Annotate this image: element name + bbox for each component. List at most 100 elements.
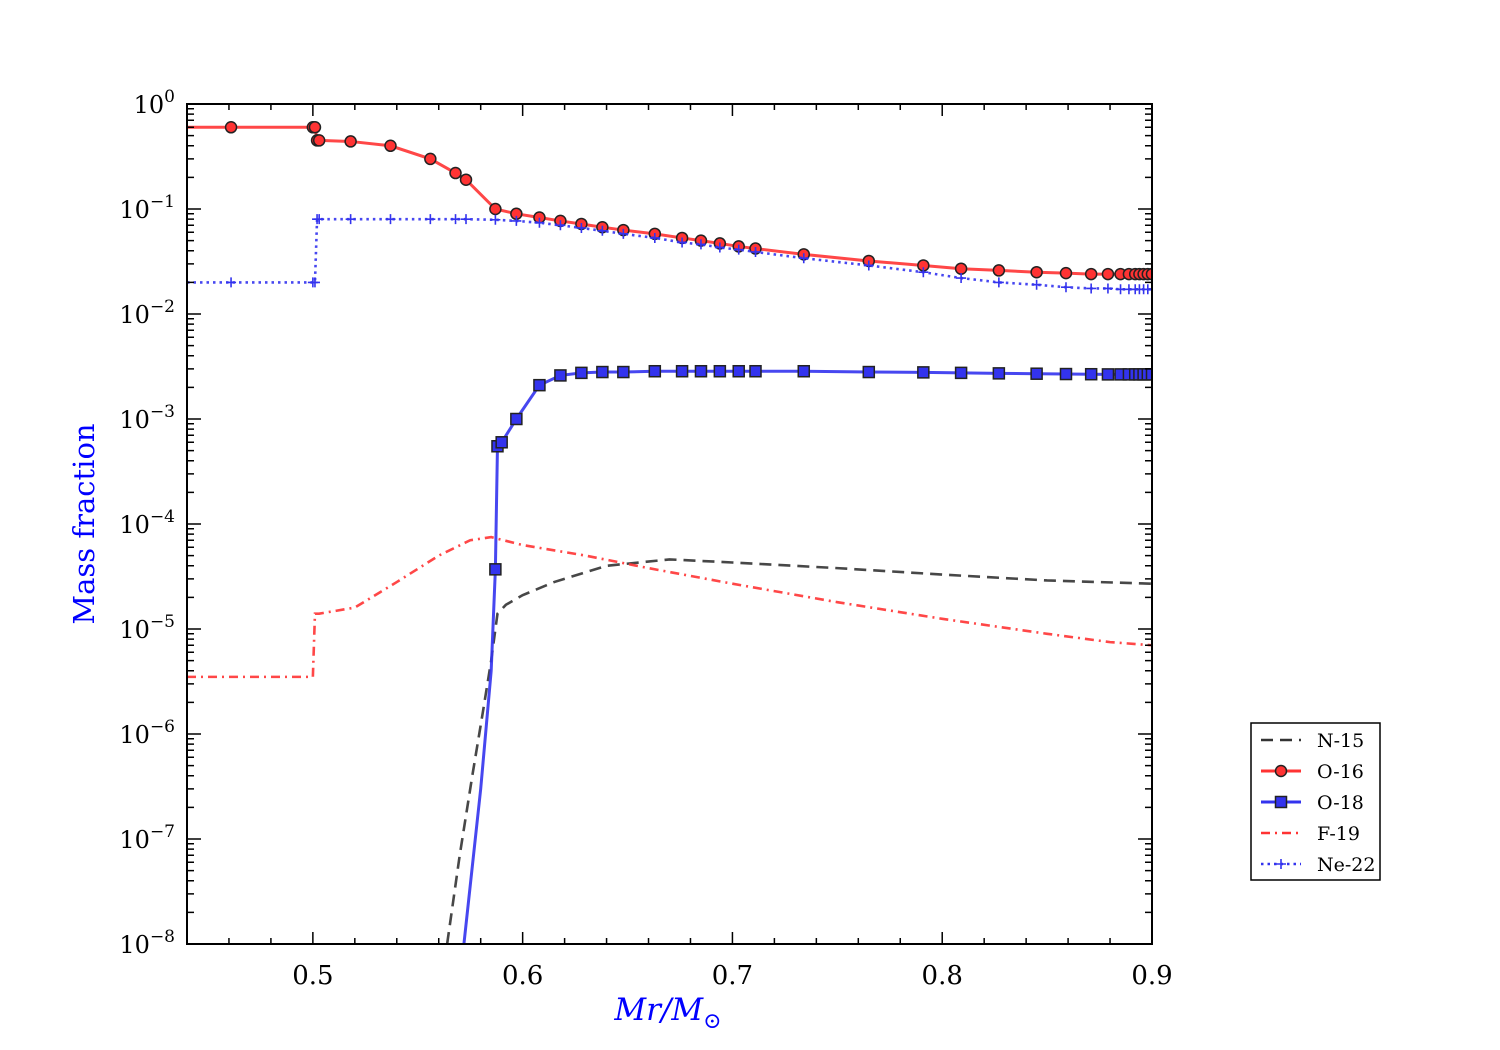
y-tick-label: 100 bbox=[134, 87, 175, 119]
series-line-o-16 bbox=[187, 125, 1152, 276]
plot-frame bbox=[186, 103, 1153, 945]
plot-series bbox=[187, 121, 1152, 944]
data-point-ne-22 bbox=[1102, 283, 1113, 294]
y-tick-label: 10−8 bbox=[119, 927, 175, 959]
data-point-o-16 bbox=[312, 134, 326, 147]
x-tick-label: 0.7 bbox=[712, 961, 753, 991]
data-point-o-16 bbox=[1030, 265, 1043, 279]
data-point-ne-22 bbox=[750, 246, 761, 257]
legend-marker-ne-22 bbox=[1276, 859, 1286, 869]
data-point-o-18 bbox=[554, 369, 567, 382]
data-point-o-16 bbox=[424, 152, 437, 166]
data-point-ne-22 bbox=[461, 214, 472, 225]
legend-label-n-15: N-15 bbox=[1317, 730, 1364, 752]
data-point-o-16 bbox=[1101, 267, 1115, 281]
x-tick-label: 0.5 bbox=[292, 961, 333, 991]
data-point-o-16 bbox=[1145, 267, 1152, 281]
axis-ticks bbox=[186, 103, 1153, 945]
data-point-ne-22 bbox=[1031, 279, 1042, 290]
data-point-ne-22 bbox=[385, 214, 396, 225]
x-axis-title: Mr/M⊙ bbox=[613, 992, 721, 1034]
data-point-o-18 bbox=[596, 365, 609, 379]
data-point-o-18 bbox=[1059, 367, 1073, 381]
data-point-ne-22 bbox=[555, 220, 566, 231]
legend-marker-o-16 bbox=[1274, 764, 1288, 778]
series-n-15 bbox=[445, 558, 1152, 944]
data-point-ne-22 bbox=[576, 222, 587, 233]
data-point-ne-22 bbox=[1147, 284, 1152, 295]
y-tick-label: 10−2 bbox=[119, 297, 175, 329]
data-point-o-18 bbox=[1030, 367, 1043, 380]
y-tick-label: 10−5 bbox=[119, 612, 175, 644]
series-f-19 bbox=[187, 535, 1152, 679]
y-tick-label: 10−6 bbox=[119, 717, 175, 749]
data-point-ne-22 bbox=[677, 237, 688, 248]
legend-item-f-19: F-19 bbox=[1261, 823, 1360, 845]
data-point-o-16 bbox=[384, 139, 397, 153]
data-point-o-18 bbox=[732, 364, 745, 378]
data-point-o-18 bbox=[489, 563, 502, 576]
y-tick-label: 10−7 bbox=[119, 822, 175, 854]
data-point-o-16 bbox=[224, 121, 238, 134]
legend-label-ne-22: Ne-22 bbox=[1317, 854, 1375, 876]
data-point-ne-22 bbox=[1060, 282, 1071, 293]
data-point-ne-22 bbox=[863, 260, 874, 271]
data-point-o-18 bbox=[954, 366, 968, 380]
data-point-o-16 bbox=[954, 262, 968, 275]
data-point-o-16 bbox=[459, 173, 473, 186]
data-point-ne-22 bbox=[618, 228, 629, 239]
data-point-ne-22 bbox=[597, 225, 608, 236]
data-point-o-18 bbox=[1084, 367, 1098, 381]
data-point-ne-22 bbox=[714, 242, 725, 253]
data-point-o-16 bbox=[308, 121, 322, 134]
y-axis-title: Mass fraction bbox=[67, 423, 101, 624]
data-point-o-18 bbox=[917, 366, 930, 379]
y-tick-label: 10−3 bbox=[119, 402, 175, 434]
y-tick-label: 10−1 bbox=[119, 192, 175, 224]
data-point-o-18 bbox=[617, 365, 630, 379]
data-point-ne-22 bbox=[993, 277, 1004, 288]
data-point-o-16 bbox=[449, 166, 462, 180]
legend-item-o-18: O-18 bbox=[1261, 792, 1364, 814]
data-point-ne-22 bbox=[733, 244, 744, 255]
data-point-o-18 bbox=[575, 366, 588, 380]
data-point-o-18 bbox=[495, 436, 508, 449]
data-point-o-18 bbox=[510, 412, 523, 426]
tick-marks bbox=[186, 103, 1153, 945]
axis-tick-labels: 0.5 0.6 0.7 0.8 0.9 10−8 10−7 10−6 10−5 10−4 10−3 1… bbox=[119, 87, 1172, 991]
data-point-ne-22 bbox=[956, 273, 967, 284]
x-axis-title-main: Mr/M bbox=[613, 992, 704, 1028]
data-point-o-18 bbox=[1101, 368, 1115, 381]
series-line-o-18 bbox=[462, 369, 1152, 944]
series-line-ne-22 bbox=[187, 217, 1152, 291]
data-point-o-18 bbox=[797, 364, 811, 378]
data-point-o-18 bbox=[749, 364, 762, 378]
data-point-ne-22 bbox=[918, 267, 929, 278]
data-point-ne-22 bbox=[798, 253, 809, 264]
data-point-o-18 bbox=[648, 364, 662, 378]
x-tick-label: 0.8 bbox=[922, 961, 963, 991]
legend-item-ne-22: Ne-22 bbox=[1261, 854, 1375, 876]
legend-label-o-18: O-18 bbox=[1317, 792, 1364, 814]
data-point-ne-22 bbox=[1115, 284, 1126, 295]
legend-marker-o-18 bbox=[1274, 795, 1288, 809]
data-point-o-16 bbox=[1059, 266, 1073, 280]
data-point-ne-22 bbox=[309, 277, 320, 288]
series-ne-22 bbox=[187, 214, 1152, 295]
data-point-o-18 bbox=[713, 364, 727, 378]
data-point-ne-22 bbox=[1086, 283, 1097, 294]
data-point-o-16 bbox=[992, 264, 1006, 277]
data-point-o-18 bbox=[862, 365, 876, 379]
legend: N-15 O-16 O-18 F-19 Ne-22 bbox=[1250, 722, 1381, 881]
data-point-ne-22 bbox=[314, 214, 325, 225]
x-axis-title-sub: ⊙ bbox=[703, 1009, 721, 1034]
data-point-ne-22 bbox=[534, 217, 545, 228]
data-point-ne-22 bbox=[345, 214, 356, 225]
series-o-16 bbox=[187, 121, 1152, 281]
data-point-ne-22 bbox=[511, 215, 522, 226]
y-tick-label: 10−4 bbox=[119, 507, 175, 539]
series-line-n-15 bbox=[445, 558, 1152, 944]
data-point-o-18 bbox=[533, 378, 546, 392]
data-point-o-16 bbox=[344, 135, 357, 148]
series-line-f-19 bbox=[187, 535, 1152, 679]
